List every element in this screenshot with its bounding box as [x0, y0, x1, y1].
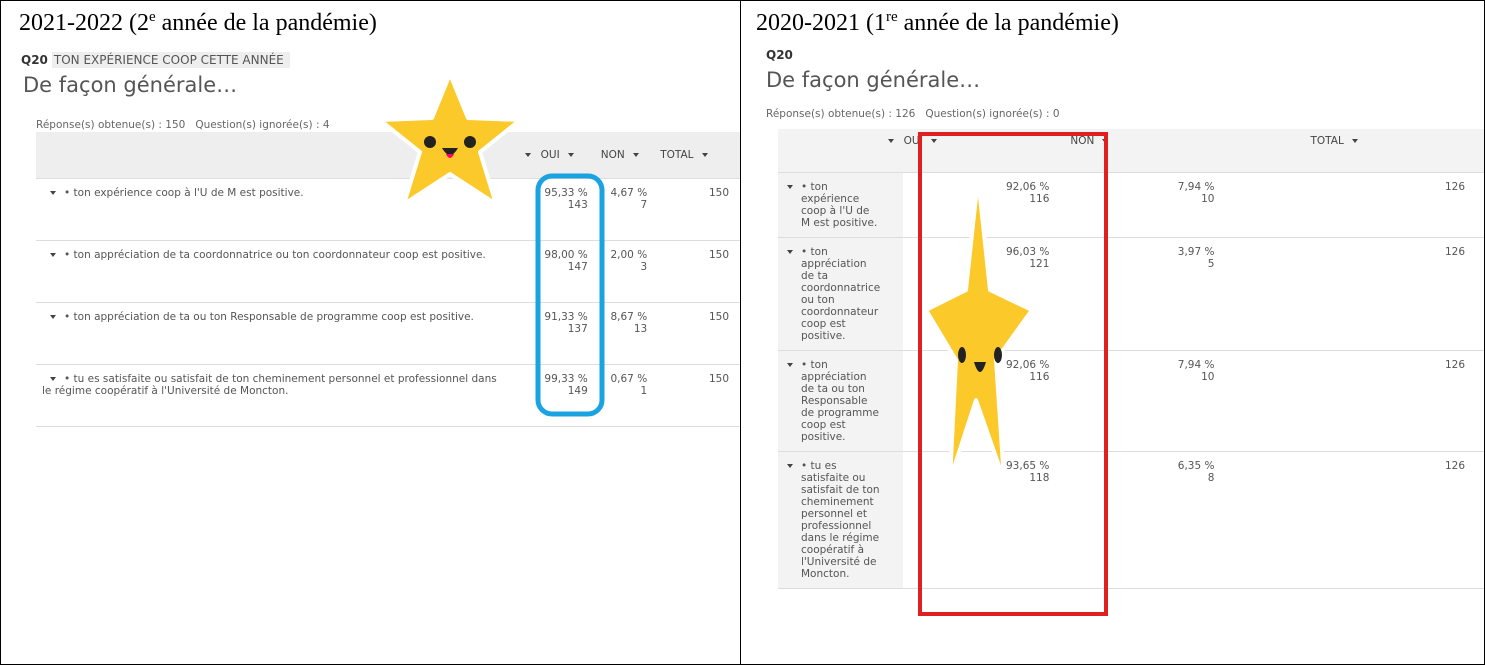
star-left [370, 70, 530, 210]
total: 126 [1310, 460, 1465, 472]
row-label: • ton appréciation de ta coordonnatrice … [64, 249, 486, 261]
dropdown-icon [787, 250, 793, 254]
row-label-cell: • ton expérience coop à l'U de M est pos… [778, 173, 903, 238]
eye [424, 136, 436, 148]
value-cell: 150 [659, 365, 741, 427]
heading-text: année de la pandémie) [898, 10, 1119, 36]
star [380, 74, 520, 204]
blue-highlight [528, 170, 608, 420]
dropdown-icon [50, 253, 56, 257]
total: 126 [1310, 359, 1465, 371]
column-header: TOTAL [659, 132, 741, 179]
total: 150 [660, 311, 729, 323]
data-row: • tu es satisfaite ou satisfait de ton c… [778, 452, 1485, 589]
row-label-cell: • ton appréciation de ta coordonnatrice … [36, 241, 540, 303]
subtitle: De façon générale… [766, 68, 980, 92]
row-label: • ton appréciation de ta ou ton Responsa… [801, 359, 881, 443]
row-label: • ton appréciation de ta ou ton Responsa… [64, 311, 474, 323]
dropdown-icon [50, 191, 56, 195]
row-label: • tu es satisfaite ou satisfait de ton c… [801, 460, 881, 580]
dropdown-icon [888, 139, 894, 143]
dropdown-icon [568, 153, 574, 157]
results-table: OUINONTOTAL • ton expérience coop à l'U d… [778, 129, 1485, 589]
value-cell: 150 [659, 241, 741, 303]
data-row: • ton appréciation de ta coordonnatrice … [36, 241, 741, 303]
heading: 2020-2021 (1re année de la pandémie) [756, 9, 1119, 37]
value-cell: 126 [1309, 238, 1485, 351]
eye [464, 136, 476, 148]
value-cell: 150 [659, 179, 741, 241]
dropdown-icon [787, 185, 793, 189]
data-row: • ton expérience coop à l'U de M est pos… [778, 173, 1485, 238]
row-label-cell: • tu es satisfaite ou satisfait de ton c… [778, 452, 903, 589]
dropdown-icon [787, 464, 793, 468]
question-number: Q20 [766, 48, 793, 62]
dropdown-icon [50, 315, 56, 319]
row-label: • ton expérience coop à l'U de M est pos… [64, 187, 304, 199]
eye [958, 347, 966, 363]
row-label: • ton expérience coop à l'U de M est pos… [801, 181, 881, 229]
row-label-cell: • ton appréciation de ta coordonnatrice … [778, 238, 903, 351]
data-row: • tu es satisfaite ou satisfait de ton c… [36, 365, 741, 427]
question-number: Q20 [21, 53, 48, 67]
row-label: • ton appréciation de ta coordonnatrice … [801, 246, 881, 342]
data-row: • ton appréciation de ta coordonnatrice … [778, 238, 1485, 351]
header-cell [778, 129, 903, 173]
panel-2020-2021: 2020-2021 (1re année de la pandémie) Q20 D… [740, 0, 1485, 665]
column-label: OUI [541, 149, 560, 161]
dropdown-icon [1352, 139, 1358, 143]
answered: Réponse(s) obtenue(s) : 150 [36, 119, 185, 131]
question-title: TON EXPÉRIENCE COOP CETTE ANNÉE [52, 52, 290, 68]
row-label-cell: • ton appréciation de ta ou ton Responsa… [778, 351, 903, 452]
heading-text: 2021-2022 (2 [19, 10, 149, 36]
column-label: TOTAL [1310, 135, 1343, 147]
heading-text: 2020-2021 (1 [756, 10, 886, 36]
column-label: TOTAL [660, 149, 693, 161]
value-cell: 126 [1309, 351, 1485, 452]
total: 150 [660, 373, 729, 385]
total: 150 [660, 187, 729, 199]
star [926, 178, 1032, 480]
header-row: OUINONTOTAL [778, 129, 1485, 173]
dropdown-icon [50, 377, 56, 381]
document: 2021-2022 (2e année de la pandémie) Q20 TO… [0, 0, 1485, 667]
value-cell: 8,67 %13 [600, 303, 659, 365]
star-right [920, 170, 1040, 490]
dropdown-icon [702, 153, 708, 157]
stats: Réponse(s) obtenue(s) : 150 Question(s) i… [36, 119, 330, 131]
heading-text: année de la pandémie) [156, 10, 377, 36]
dropdown-icon [787, 363, 793, 367]
row-label-cell: • ton appréciation de ta ou ton Responsa… [36, 303, 540, 365]
total: 150 [660, 249, 729, 261]
heading-sup: re [886, 9, 898, 25]
row-label: • tu es satisfaite ou satisfait de ton c… [42, 373, 497, 397]
value-cell: 4,67 %7 [600, 179, 659, 241]
total: 126 [1310, 181, 1465, 193]
skipped: Question(s) ignorée(s) : 4 [195, 119, 329, 131]
heading-sup: e [149, 9, 156, 25]
column-header: TOTAL [1309, 129, 1485, 173]
value-cell: 150 [659, 303, 741, 365]
eye [994, 347, 1002, 363]
subtitle: De façon générale… [23, 73, 237, 97]
heading: 2021-2022 (2e année de la pandémie) [19, 9, 377, 37]
question-line: Q20 TON EXPÉRIENCE COOP CETTE ANNÉE [21, 53, 290, 67]
value-cell: 126 [1309, 452, 1485, 589]
row-label-cell: • tu es satisfaite ou satisfait de ton c… [36, 365, 540, 427]
page: Q20 {"panels": [ {"heading": {"pre": "20… [0, 0, 1485, 667]
value-cell: 0,67 %1 [600, 365, 659, 427]
highlight-box [538, 176, 602, 414]
data-row: • ton appréciation de ta ou ton Responsa… [778, 351, 1485, 452]
stats: Réponse(s) obtenue(s) : 126 Question(s) i… [766, 108, 1060, 120]
column-label: NON [601, 149, 625, 161]
skipped: Question(s) ignorée(s) : 0 [925, 108, 1059, 120]
question-line: Q20 [766, 48, 797, 62]
dropdown-icon [633, 153, 639, 157]
data-row: • ton appréciation de ta ou ton Responsa… [36, 303, 741, 365]
column-header: NON [600, 132, 659, 179]
value-cell: 126 [1309, 173, 1485, 238]
total: 126 [1310, 246, 1465, 258]
answered: Réponse(s) obtenue(s) : 126 [766, 108, 915, 120]
value-cell: 2,00 %3 [600, 241, 659, 303]
